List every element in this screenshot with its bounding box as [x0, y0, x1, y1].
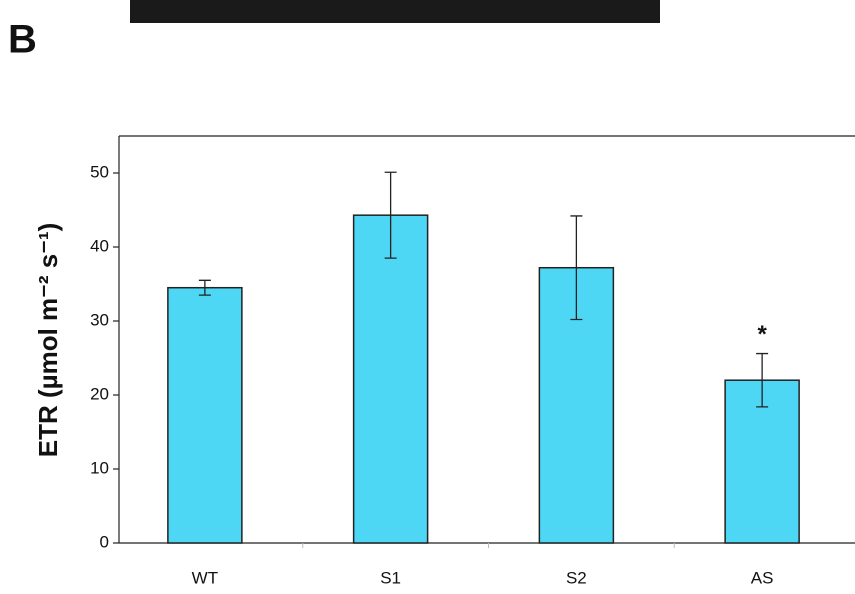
- image-strip: [130, 0, 660, 23]
- y-tick-label: 0: [100, 532, 109, 551]
- x-tick-label: AS: [751, 568, 774, 587]
- y-axis-label: ETR (µmol m⁻² s⁻¹): [33, 223, 63, 458]
- x-tick-label: S1: [380, 568, 401, 587]
- panel-label: B: [8, 18, 37, 62]
- y-tick-label: 40: [90, 236, 109, 255]
- y-tick-label: 30: [90, 310, 109, 329]
- bar: [354, 215, 428, 543]
- bar: [168, 288, 242, 543]
- y-tick-label: 20: [90, 384, 109, 403]
- figure: B ETR (µmol m⁻² s⁻¹) 0 10 20 30 40 50 WT S1 S2 AS…: [0, 0, 855, 594]
- x-tick-label: WT: [192, 568, 218, 587]
- annotation: *: [757, 321, 767, 348]
- y-tick-label: 10: [90, 458, 109, 477]
- y-tick-label: 50: [90, 162, 109, 181]
- x-tick-label: S2: [566, 568, 587, 587]
